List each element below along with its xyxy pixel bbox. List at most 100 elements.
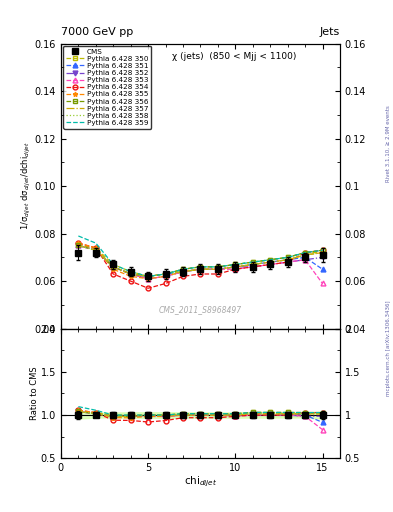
Pythia 6.428 357 [268, 259, 273, 265]
Pythia 6.428 351 [303, 254, 307, 261]
Pythia 6.428 359 [111, 262, 116, 268]
Pythia 6.428 353 [198, 266, 203, 272]
Pythia 6.428 351 [233, 264, 238, 270]
Pythia 6.428 353 [128, 271, 133, 277]
Pythia 6.428 350 [163, 271, 168, 277]
Pythia 6.428 352 [94, 247, 98, 253]
Pythia 6.428 359 [128, 268, 133, 274]
Pythia 6.428 350 [250, 259, 255, 265]
Pythia 6.428 355 [128, 273, 133, 280]
Pythia 6.428 357 [233, 264, 238, 270]
Line: Pythia 6.428 350: Pythia 6.428 350 [76, 243, 325, 279]
Pythia 6.428 350 [285, 254, 290, 261]
Pythia 6.428 355 [215, 266, 220, 272]
Pythia 6.428 356 [285, 254, 290, 261]
Pythia 6.428 357 [146, 273, 151, 280]
Pythia 6.428 351 [320, 266, 325, 272]
Pythia 6.428 352 [181, 268, 185, 274]
Pythia 6.428 357 [76, 242, 81, 248]
Pythia 6.428 356 [268, 257, 273, 263]
Pythia 6.428 351 [285, 257, 290, 263]
Pythia 6.428 357 [128, 271, 133, 277]
Pythia 6.428 358 [76, 242, 81, 248]
Pythia 6.428 350 [146, 273, 151, 280]
Pythia 6.428 359 [233, 262, 238, 268]
Line: Pythia 6.428 357: Pythia 6.428 357 [78, 245, 323, 276]
Pythia 6.428 350 [198, 264, 203, 270]
Line: Pythia 6.428 359: Pythia 6.428 359 [78, 236, 323, 276]
Pythia 6.428 354 [94, 245, 98, 251]
Line: Pythia 6.428 355: Pythia 6.428 355 [76, 241, 325, 281]
Pythia 6.428 355 [320, 249, 325, 255]
Pythia 6.428 353 [76, 242, 81, 248]
Pythia 6.428 351 [268, 259, 273, 265]
Pythia 6.428 353 [250, 264, 255, 270]
Pythia 6.428 352 [111, 264, 116, 270]
Pythia 6.428 359 [250, 259, 255, 265]
Pythia 6.428 358 [111, 264, 116, 270]
Pythia 6.428 358 [285, 257, 290, 263]
Pythia 6.428 357 [111, 264, 116, 270]
X-axis label: chi$_{dijet}$: chi$_{dijet}$ [184, 475, 217, 489]
Pythia 6.428 359 [215, 264, 220, 270]
Pythia 6.428 357 [94, 247, 98, 253]
Pythia 6.428 358 [233, 264, 238, 270]
Legend: CMS, Pythia 6.428 350, Pythia 6.428 351, Pythia 6.428 352, Pythia 6.428 353, Pyt: CMS, Pythia 6.428 350, Pythia 6.428 351,… [63, 46, 151, 129]
Pythia 6.428 356 [146, 273, 151, 280]
Line: Pythia 6.428 351: Pythia 6.428 351 [76, 243, 325, 279]
Pythia 6.428 359 [76, 233, 81, 239]
Pythia 6.428 356 [320, 247, 325, 253]
Pythia 6.428 358 [303, 252, 307, 258]
Pythia 6.428 353 [320, 281, 325, 287]
Pythia 6.428 354 [250, 264, 255, 270]
Pythia 6.428 352 [250, 264, 255, 270]
Pythia 6.428 355 [198, 266, 203, 272]
Pythia 6.428 355 [163, 273, 168, 280]
Pythia 6.428 358 [320, 249, 325, 255]
Pythia 6.428 350 [94, 245, 98, 251]
Pythia 6.428 357 [198, 266, 203, 272]
Pythia 6.428 356 [198, 264, 203, 270]
Pythia 6.428 357 [215, 266, 220, 272]
Pythia 6.428 352 [268, 262, 273, 268]
Pythia 6.428 357 [285, 257, 290, 263]
Pythia 6.428 358 [250, 262, 255, 268]
Pythia 6.428 355 [285, 257, 290, 263]
Pythia 6.428 350 [181, 266, 185, 272]
Pythia 6.428 355 [146, 275, 151, 282]
Pythia 6.428 350 [215, 264, 220, 270]
Line: Pythia 6.428 356: Pythia 6.428 356 [76, 243, 325, 279]
Pythia 6.428 356 [303, 249, 307, 255]
Pythia 6.428 355 [303, 252, 307, 258]
Pythia 6.428 353 [163, 273, 168, 280]
Pythia 6.428 356 [250, 259, 255, 265]
Pythia 6.428 350 [128, 268, 133, 274]
Pythia 6.428 359 [303, 249, 307, 255]
Pythia 6.428 355 [181, 268, 185, 274]
Pythia 6.428 352 [128, 271, 133, 277]
Pythia 6.428 353 [285, 259, 290, 265]
Pythia 6.428 356 [111, 264, 116, 270]
Pythia 6.428 356 [215, 264, 220, 270]
Line: Pythia 6.428 358: Pythia 6.428 358 [78, 245, 323, 276]
Pythia 6.428 358 [163, 271, 168, 277]
Pythia 6.428 350 [111, 262, 116, 268]
Pythia 6.428 358 [146, 273, 151, 280]
Pythia 6.428 358 [268, 259, 273, 265]
Pythia 6.428 359 [198, 264, 203, 270]
Pythia 6.428 354 [320, 247, 325, 253]
Pythia 6.428 350 [268, 257, 273, 263]
Pythia 6.428 354 [215, 271, 220, 277]
Pythia 6.428 358 [215, 266, 220, 272]
Pythia 6.428 352 [303, 257, 307, 263]
Pythia 6.428 355 [233, 264, 238, 270]
Pythia 6.428 358 [198, 266, 203, 272]
Line: Pythia 6.428 353: Pythia 6.428 353 [76, 243, 325, 286]
Pythia 6.428 351 [94, 247, 98, 253]
Pythia 6.428 354 [163, 281, 168, 287]
Text: Rivet 3.1.10, ≥ 2.9M events: Rivet 3.1.10, ≥ 2.9M events [386, 105, 391, 182]
Pythia 6.428 354 [181, 273, 185, 280]
Pythia 6.428 357 [181, 268, 185, 274]
Pythia 6.428 354 [285, 259, 290, 265]
Pythia 6.428 358 [128, 271, 133, 277]
